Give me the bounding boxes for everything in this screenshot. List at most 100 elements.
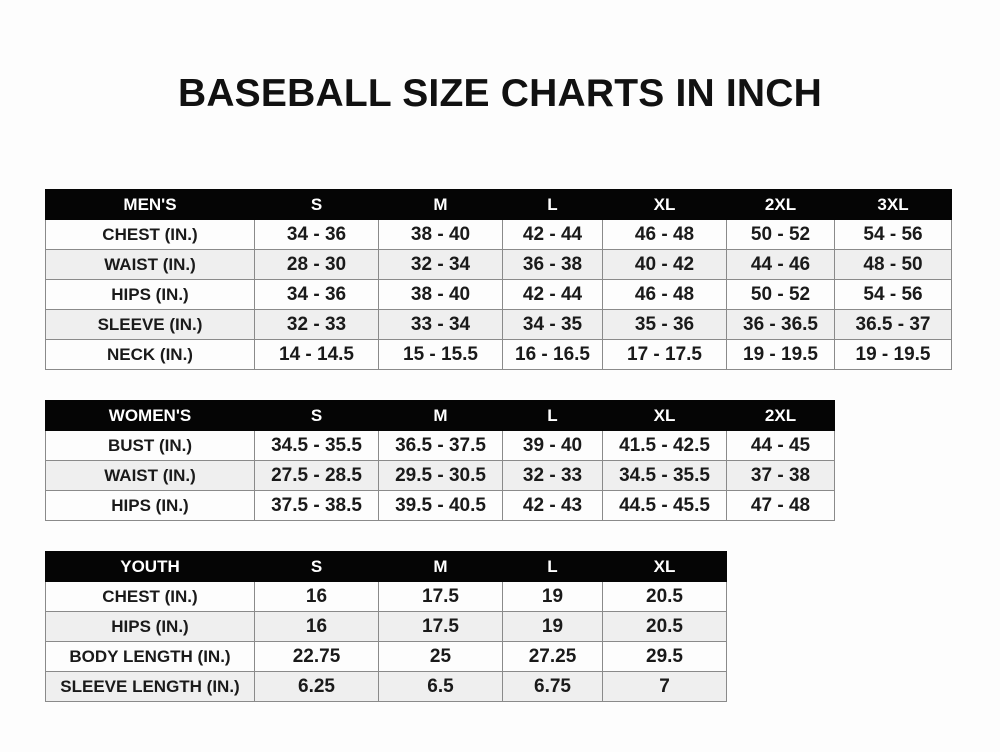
header-row: WOMEN'S S M L XL 2XL (45, 400, 835, 431)
size-header: XL (602, 189, 727, 220)
size-header: S (254, 551, 379, 582)
size-header: S (254, 400, 379, 431)
size-value: 40 - 42 (602, 249, 727, 280)
measurement-label: WAIST (IN.) (45, 460, 255, 491)
size-value: 20.5 (602, 611, 727, 642)
size-value: 15 - 15.5 (378, 339, 503, 370)
size-value: 27.5 - 28.5 (254, 460, 379, 491)
table-row: BUST (IN.) 34.5 - 35.5 36.5 - 37.5 39 - 40 4… (45, 430, 835, 461)
youth-size-table: YOUTH S M L XL CHEST (IN.) 16 17.5 19 20.5 HIPS (I… (45, 551, 727, 702)
size-value: 46 - 48 (602, 219, 727, 250)
size-value: 6.5 (378, 671, 503, 702)
size-value: 16 (254, 611, 379, 642)
table-row: NECK (IN.) 14 - 14.5 15 - 15.5 16 - 16.5 17 … (45, 339, 952, 370)
size-value: 7 (602, 671, 727, 702)
size-value: 32 - 33 (502, 460, 603, 491)
table-row: BODY LENGTH (IN.) 22.75 25 27.25 29.5 (45, 641, 727, 672)
size-value: 37 - 38 (726, 460, 835, 491)
size-value: 36 - 38 (502, 249, 603, 280)
size-value: 50 - 52 (726, 279, 835, 310)
table-row: WAIST (IN.) 27.5 - 28.5 29.5 - 30.5 32 - 33… (45, 460, 835, 491)
table-category-header: MEN'S (45, 189, 255, 220)
measurement-label: BUST (IN.) (45, 430, 255, 461)
measurement-label: CHEST (IN.) (45, 581, 255, 612)
size-header: XL (602, 551, 727, 582)
table-row: HIPS (IN.) 34 - 36 38 - 40 42 - 44 46 - 48 50… (45, 279, 952, 310)
size-value: 36.5 - 37 (834, 309, 952, 340)
size-value: 33 - 34 (378, 309, 503, 340)
size-value: 37.5 - 38.5 (254, 490, 379, 521)
size-header: 2XL (726, 400, 835, 431)
size-header: M (378, 400, 503, 431)
size-value: 44 - 46 (726, 249, 835, 280)
size-value: 16 (254, 581, 379, 612)
size-value: 22.75 (254, 641, 379, 672)
size-value: 44.5 - 45.5 (602, 490, 727, 521)
size-value: 17 - 17.5 (602, 339, 727, 370)
size-value: 38 - 40 (378, 219, 503, 250)
size-value: 20.5 (602, 581, 727, 612)
size-value: 39 - 40 (502, 430, 603, 461)
measurement-label: SLEEVE LENGTH (IN.) (45, 671, 255, 702)
table-row: CHEST (IN.) 34 - 36 38 - 40 42 - 44 46 - 48 5… (45, 219, 952, 250)
size-value: 48 - 50 (834, 249, 952, 280)
size-value: 6.25 (254, 671, 379, 702)
size-value: 27.25 (502, 641, 603, 672)
size-value: 32 - 33 (254, 309, 379, 340)
size-value: 36.5 - 37.5 (378, 430, 503, 461)
measurement-label: CHEST (IN.) (45, 219, 255, 250)
size-value: 47 - 48 (726, 490, 835, 521)
size-value: 6.75 (502, 671, 603, 702)
page-title: BASEBALL SIZE CHARTS IN INCH (177, 72, 823, 115)
size-value: 29.5 (602, 641, 727, 672)
size-value: 16 - 16.5 (502, 339, 603, 370)
size-value: 28 - 30 (254, 249, 379, 280)
table-row: CHEST (IN.) 16 17.5 19 20.5 (45, 581, 727, 612)
table-row: WAIST (IN.) 28 - 30 32 - 34 36 - 38 40 - 42 4… (45, 249, 952, 280)
size-value: 17.5 (378, 581, 503, 612)
size-value: 34 - 36 (254, 279, 379, 310)
size-value: 42 - 44 (502, 219, 603, 250)
table-row: HIPS (IN.) 16 17.5 19 20.5 (45, 611, 727, 642)
table-row: HIPS (IN.) 37.5 - 38.5 39.5 - 40.5 42 - 43 4… (45, 490, 835, 521)
size-value: 19 - 19.5 (834, 339, 952, 370)
womens-size-table: WOMEN'S S M L XL 2XL BUST (IN.) 34.5 - 35.5 36.5… (45, 400, 835, 521)
size-header: 2XL (726, 189, 835, 220)
size-value: 42 - 43 (502, 490, 603, 521)
size-value: 54 - 56 (834, 279, 952, 310)
size-value: 39.5 - 40.5 (378, 490, 503, 521)
table-category-header: YOUTH (45, 551, 255, 582)
size-header: L (502, 400, 603, 431)
header-row: MEN'S S M L XL 2XL 3XL (45, 189, 952, 220)
size-value: 36 - 36.5 (726, 309, 835, 340)
measurement-label: HIPS (IN.) (45, 279, 255, 310)
table-category-header: WOMEN'S (45, 400, 255, 431)
size-header: L (502, 189, 603, 220)
size-value: 35 - 36 (602, 309, 727, 340)
size-value: 29.5 - 30.5 (378, 460, 503, 491)
size-header: L (502, 551, 603, 582)
size-value: 42 - 44 (502, 279, 603, 310)
size-header: M (378, 551, 503, 582)
size-value: 19 - 19.5 (726, 339, 835, 370)
measurement-label: BODY LENGTH (IN.) (45, 641, 255, 672)
table-row: SLEEVE (IN.) 32 - 33 33 - 34 34 - 35 35 - 36… (45, 309, 952, 340)
measurement-label: HIPS (IN.) (45, 490, 255, 521)
size-value: 19 (502, 611, 603, 642)
size-value: 34 - 36 (254, 219, 379, 250)
size-header: XL (602, 400, 727, 431)
table-row: SLEEVE LENGTH (IN.) 6.25 6.5 6.75 7 (45, 671, 727, 702)
size-value: 19 (502, 581, 603, 612)
measurement-label: WAIST (IN.) (45, 249, 255, 280)
size-value: 41.5 - 42.5 (602, 430, 727, 461)
size-value: 50 - 52 (726, 219, 835, 250)
size-value: 34 - 35 (502, 309, 603, 340)
size-value: 32 - 34 (378, 249, 503, 280)
size-value: 17.5 (378, 611, 503, 642)
size-header: M (378, 189, 503, 220)
mens-size-table: MEN'S S M L XL 2XL 3XL CHEST (IN.) 34 - 36 38 - 4… (45, 189, 952, 370)
size-value: 44 - 45 (726, 430, 835, 461)
size-value: 25 (378, 641, 503, 672)
size-value: 54 - 56 (834, 219, 952, 250)
size-value: 14 - 14.5 (254, 339, 379, 370)
